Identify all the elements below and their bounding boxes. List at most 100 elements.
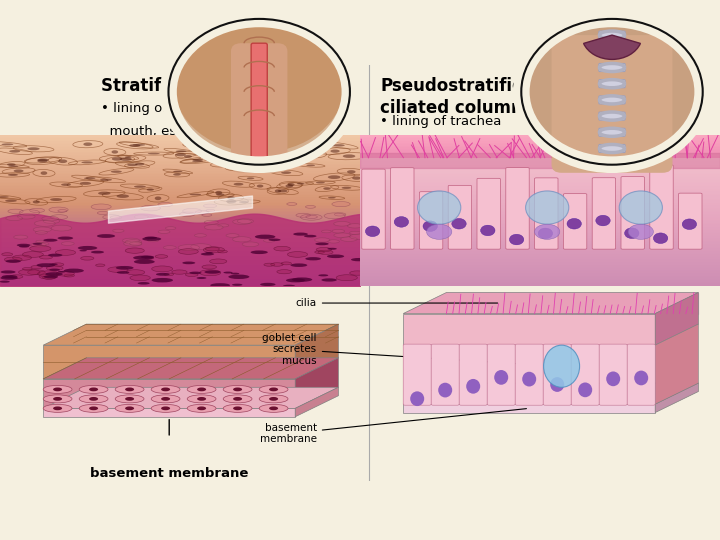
Ellipse shape <box>202 214 212 217</box>
Ellipse shape <box>481 225 495 236</box>
Bar <box>0 258 360 259</box>
Polygon shape <box>43 379 295 408</box>
Bar <box>360 224 720 226</box>
Ellipse shape <box>226 200 236 203</box>
Ellipse shape <box>97 234 115 238</box>
Bar <box>0 195 360 197</box>
Bar <box>0 209 360 211</box>
Ellipse shape <box>189 272 202 274</box>
Bar <box>360 203 720 205</box>
Bar <box>0 206 360 207</box>
Ellipse shape <box>64 274 74 277</box>
Ellipse shape <box>27 270 45 275</box>
Ellipse shape <box>287 148 295 150</box>
Ellipse shape <box>161 407 170 410</box>
Ellipse shape <box>32 200 40 204</box>
Ellipse shape <box>634 370 648 386</box>
Ellipse shape <box>285 152 297 156</box>
Ellipse shape <box>39 274 58 279</box>
Bar <box>360 185 720 186</box>
Bar <box>0 168 360 170</box>
Text: goblet cell
secretes
mucus: goblet cell secretes mucus <box>262 333 555 366</box>
Ellipse shape <box>110 216 122 219</box>
Bar <box>0 170 360 171</box>
Ellipse shape <box>305 257 321 260</box>
Bar <box>0 135 360 137</box>
Bar <box>360 233 720 235</box>
Bar <box>360 227 720 229</box>
FancyBboxPatch shape <box>543 344 571 405</box>
Ellipse shape <box>175 153 186 156</box>
Ellipse shape <box>230 273 239 274</box>
Ellipse shape <box>189 194 201 195</box>
Bar <box>0 147 360 149</box>
Ellipse shape <box>64 268 84 273</box>
Bar <box>360 214 720 215</box>
Ellipse shape <box>36 240 44 242</box>
Polygon shape <box>43 358 338 379</box>
Bar <box>360 282 720 283</box>
FancyBboxPatch shape <box>599 96 625 104</box>
FancyBboxPatch shape <box>599 31 625 39</box>
FancyBboxPatch shape <box>391 168 414 249</box>
Bar <box>0 203 360 205</box>
Ellipse shape <box>43 219 60 224</box>
Ellipse shape <box>350 271 365 275</box>
Bar <box>0 161 360 162</box>
Ellipse shape <box>223 272 233 274</box>
Ellipse shape <box>281 171 292 174</box>
Ellipse shape <box>8 209 23 213</box>
Ellipse shape <box>328 240 339 243</box>
Ellipse shape <box>115 386 144 394</box>
Ellipse shape <box>332 201 350 207</box>
Bar <box>360 143 720 144</box>
Ellipse shape <box>315 251 325 253</box>
Bar <box>0 137 360 138</box>
Bar <box>360 190 720 191</box>
Ellipse shape <box>264 263 275 266</box>
FancyBboxPatch shape <box>599 47 625 55</box>
Bar <box>360 222 720 224</box>
Ellipse shape <box>151 386 180 394</box>
Text: anal canal, vagina: anal canal, vagina <box>101 148 232 161</box>
Ellipse shape <box>283 285 295 287</box>
Ellipse shape <box>315 242 329 245</box>
Polygon shape <box>403 293 698 314</box>
Ellipse shape <box>260 283 276 286</box>
Bar <box>360 274 720 275</box>
Bar <box>360 191 720 192</box>
FancyBboxPatch shape <box>477 178 500 249</box>
Bar <box>0 182 360 184</box>
Ellipse shape <box>50 198 62 201</box>
Polygon shape <box>295 358 338 408</box>
Ellipse shape <box>4 257 22 262</box>
Ellipse shape <box>410 392 424 406</box>
Ellipse shape <box>352 177 361 180</box>
Ellipse shape <box>210 259 227 264</box>
Ellipse shape <box>318 250 333 254</box>
Bar <box>0 139 360 141</box>
Bar <box>0 218 360 220</box>
Ellipse shape <box>55 249 76 255</box>
Ellipse shape <box>242 242 258 247</box>
Bar <box>360 184 720 185</box>
Polygon shape <box>43 408 295 417</box>
Ellipse shape <box>596 215 611 226</box>
Ellipse shape <box>58 271 66 273</box>
Ellipse shape <box>19 210 40 215</box>
Bar <box>0 221 360 222</box>
FancyBboxPatch shape <box>599 128 625 136</box>
Bar <box>0 154 360 156</box>
Ellipse shape <box>1 276 18 280</box>
Ellipse shape <box>43 275 58 279</box>
Bar <box>360 239 720 241</box>
Polygon shape <box>655 324 698 404</box>
Ellipse shape <box>232 284 243 286</box>
Ellipse shape <box>163 246 176 249</box>
Ellipse shape <box>218 164 225 166</box>
FancyBboxPatch shape <box>231 43 287 173</box>
Ellipse shape <box>84 143 92 146</box>
FancyBboxPatch shape <box>679 193 702 249</box>
Ellipse shape <box>45 272 63 276</box>
Ellipse shape <box>115 395 144 403</box>
